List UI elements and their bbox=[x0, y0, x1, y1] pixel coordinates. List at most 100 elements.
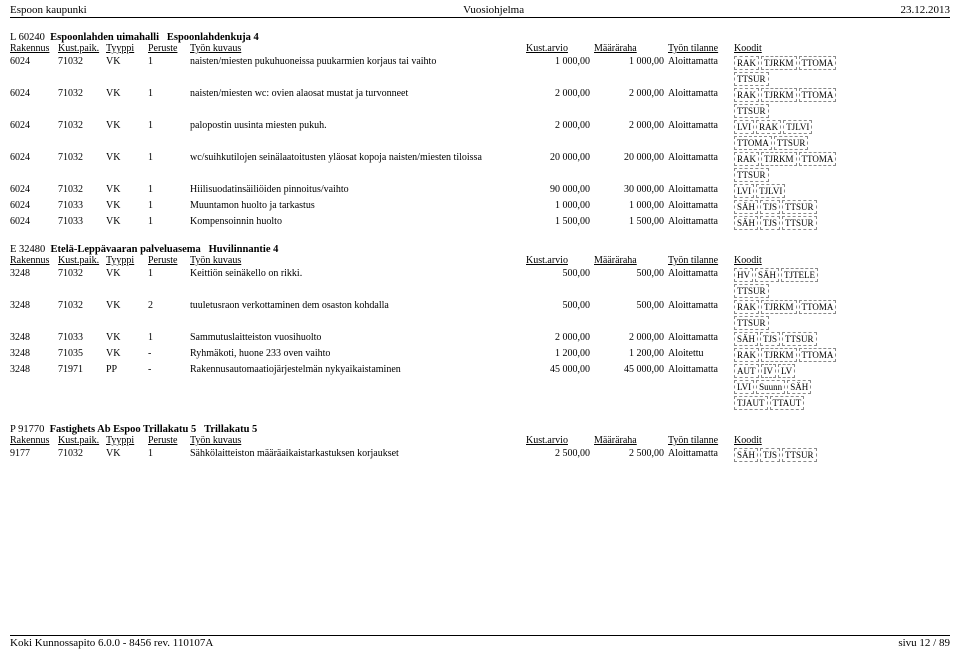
koodit-line: TJAUTTTAUT bbox=[734, 396, 958, 410]
cell-kust: 71033 bbox=[58, 330, 106, 346]
koodit-line: TTSUR bbox=[734, 72, 958, 86]
koodit-line: RAKTJRKMTTOMA bbox=[734, 300, 958, 314]
koodi-box: TJS bbox=[760, 216, 780, 230]
col-maara: Määräraha bbox=[594, 43, 666, 54]
sections-container: L 60240 Espoonlahden uimahalli Espoonlah… bbox=[10, 32, 950, 462]
koodit-line: TTSUR bbox=[734, 284, 958, 298]
koodit-line: LVIRAKTJLVI bbox=[734, 120, 958, 134]
koodi-box: RAK bbox=[756, 120, 781, 134]
koodi-box: TTSUR bbox=[734, 316, 769, 330]
cell-kust: 71032 bbox=[58, 86, 106, 118]
cell-peruste: 1 bbox=[148, 266, 190, 298]
section-name: Espoonlahden uimahalli bbox=[50, 32, 159, 43]
cell-arvio: 500,00 bbox=[526, 298, 594, 330]
koodi-box: TJS bbox=[760, 332, 780, 346]
koodi-box: TTOMA bbox=[799, 300, 837, 314]
koodi-box: AUT bbox=[734, 364, 759, 378]
section-code: E 32480 bbox=[10, 244, 45, 255]
table-row: 324871971PP-Rakennusautomaatiojärjestelm… bbox=[10, 362, 958, 410]
cell-arvio: 2 000,00 bbox=[526, 86, 594, 118]
koodi-box: SÄH bbox=[734, 200, 758, 214]
col-koodit: Koodit bbox=[734, 255, 958, 266]
table-row: 602471032VK1Hiilisuodatinsäiliöiden pinn… bbox=[10, 182, 958, 198]
koodi-box: TJS bbox=[760, 448, 780, 462]
col-maara: Määräraha bbox=[594, 435, 666, 446]
koodi-box: TTOMA bbox=[799, 152, 837, 166]
cell-kuvaus: Hiilisuodatinsäiliöiden pinnoitus/vaihto bbox=[190, 182, 526, 198]
cell-arvio: 45 000,00 bbox=[526, 362, 594, 410]
koodi-box: TTSUR bbox=[734, 168, 769, 182]
koodit-line: TTSUR bbox=[734, 104, 958, 118]
cell-rakennus: 6024 bbox=[10, 214, 58, 230]
cell-tilanne: Aloittamatta bbox=[666, 86, 734, 118]
koodi-box: SÄH bbox=[734, 216, 758, 230]
cell-koodit: RAKTJRKMTTOMATTSUR bbox=[734, 54, 958, 86]
koodi-box: TJRKM bbox=[761, 348, 797, 362]
table-header-row: RakennusKust.paik.TyyppiPerusteTyön kuva… bbox=[10, 435, 958, 446]
cell-kust: 71032 bbox=[58, 446, 106, 462]
col-koodit: Koodit bbox=[734, 43, 958, 54]
cell-maara: 45 000,00 bbox=[594, 362, 666, 410]
cell-peruste: - bbox=[148, 362, 190, 410]
cell-tyyppi: VK bbox=[106, 330, 148, 346]
koodi-box: LVI bbox=[734, 120, 754, 134]
koodi-box: RAK bbox=[734, 88, 759, 102]
table-row: 324871032VK2tuuletusraon verkottaminen d… bbox=[10, 298, 958, 330]
col-kust: Kust.paik. bbox=[58, 255, 106, 266]
cell-arvio: 2 500,00 bbox=[526, 446, 594, 462]
cell-rakennus: 3248 bbox=[10, 330, 58, 346]
cell-tyyppi: VK bbox=[106, 150, 148, 182]
koodit-line: TTSUR bbox=[734, 316, 958, 330]
col-arvio: Kust.arvio bbox=[526, 43, 594, 54]
col-peruste: Peruste bbox=[148, 435, 190, 446]
koodi-box: SÄH bbox=[734, 448, 758, 462]
koodi-box: RAK bbox=[734, 152, 759, 166]
cell-maara: 1 000,00 bbox=[594, 198, 666, 214]
table-row: 324871032VK1Keittiön seinäkello on rikki… bbox=[10, 266, 958, 298]
cell-kuvaus: tuuletusraon verkottaminen dem osaston k… bbox=[190, 298, 526, 330]
koodi-box: TJRKM bbox=[761, 56, 797, 70]
col-peruste: Peruste bbox=[148, 43, 190, 54]
header-right: 23.12.2013 bbox=[900, 4, 950, 16]
cell-kust: 71032 bbox=[58, 54, 106, 86]
cell-arvio: 90 000,00 bbox=[526, 182, 594, 198]
cell-rakennus: 6024 bbox=[10, 182, 58, 198]
cell-kuvaus: Muuntamon huolto ja tarkastus bbox=[190, 198, 526, 214]
cell-kust: 71032 bbox=[58, 150, 106, 182]
koodi-box: SÄH bbox=[755, 268, 779, 282]
work-table: RakennusKust.paik.TyyppiPerusteTyön kuva… bbox=[10, 435, 958, 462]
section-name: Etelä-Leppävaaran palveluasema bbox=[51, 244, 201, 255]
col-rakennus: Rakennus bbox=[10, 255, 58, 266]
col-kust: Kust.paik. bbox=[58, 43, 106, 54]
table-row: 602471033VK1Kompensoinnin huolto1 500,00… bbox=[10, 214, 958, 230]
cell-koodit: AUTIVLVLVISuunnSÄHTJAUTTTAUT bbox=[734, 362, 958, 410]
cell-peruste: - bbox=[148, 346, 190, 362]
cell-koodit: SÄHTJSTTSUR bbox=[734, 214, 958, 230]
col-arvio: Kust.arvio bbox=[526, 435, 594, 446]
koodi-box: TTSUR bbox=[782, 448, 817, 462]
koodi-box: TTSUR bbox=[734, 104, 769, 118]
section-address: Trillakatu 5 bbox=[204, 424, 257, 435]
col-tilanne: Työn tilanne bbox=[666, 435, 734, 446]
cell-kust: 71035 bbox=[58, 346, 106, 362]
cell-kust: 71033 bbox=[58, 214, 106, 230]
cell-koodit: RAKTJRKMTTOMATTSUR bbox=[734, 86, 958, 118]
cell-maara: 1 000,00 bbox=[594, 54, 666, 86]
cell-kuvaus: Kompensoinnin huolto bbox=[190, 214, 526, 230]
cell-koodit: HVSÄHTJTELETTSUR bbox=[734, 266, 958, 298]
koodit-line: SÄHTJSTTSUR bbox=[734, 448, 958, 462]
col-rakennus: Rakennus bbox=[10, 435, 58, 446]
cell-peruste: 1 bbox=[148, 182, 190, 198]
col-arvio: Kust.arvio bbox=[526, 255, 594, 266]
cell-rakennus: 6024 bbox=[10, 86, 58, 118]
cell-peruste: 1 bbox=[148, 118, 190, 150]
cell-rakennus: 6024 bbox=[10, 118, 58, 150]
page-footer: Koki Kunnossapito 6.0.0 - 8456 rev. 1101… bbox=[10, 635, 950, 649]
table-header-row: RakennusKust.paik.TyyppiPerusteTyön kuva… bbox=[10, 255, 958, 266]
col-kust: Kust.paik. bbox=[58, 435, 106, 446]
koodi-box: Suunn bbox=[756, 380, 785, 394]
cell-kust: 71032 bbox=[58, 182, 106, 198]
section-code: P 91770 bbox=[10, 424, 44, 435]
cell-tilanne: Aloittamatta bbox=[666, 182, 734, 198]
cell-maara: 500,00 bbox=[594, 298, 666, 330]
